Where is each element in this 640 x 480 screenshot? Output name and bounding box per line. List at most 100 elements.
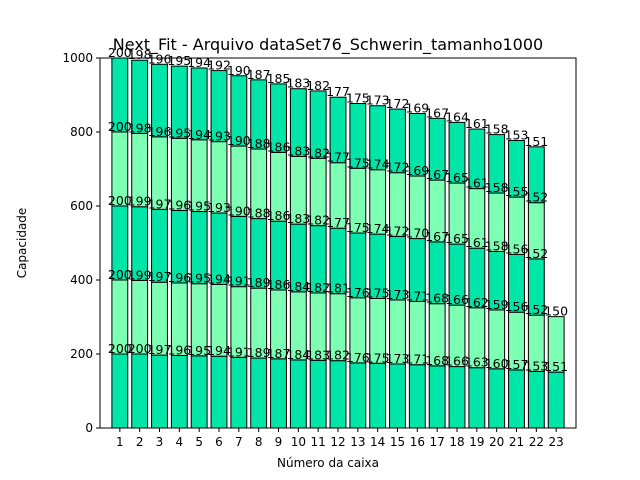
segment-label-box-9-5: 185: [267, 71, 291, 86]
y-axis: 0 200 400 600 800 1000: [62, 51, 100, 435]
segment-label-box-22-1: 153: [524, 358, 548, 373]
x-tick-label: 11: [311, 435, 326, 449]
segment-label-box-4-3: 196: [167, 197, 191, 212]
segment-label-box-1-2: 200: [108, 267, 132, 282]
bar-segment-box-6-1: [210, 355, 228, 429]
segment-label-box-6-2: 194: [207, 271, 231, 286]
segment-label-box-2-2: 199: [128, 267, 152, 282]
x-tick-label: 22: [529, 435, 544, 449]
segment-label-box-20-4: 158: [485, 180, 509, 195]
segment-label-box-11-3: 182: [306, 213, 330, 228]
segment-label-box-21-5: 153: [505, 128, 529, 143]
bar-segment-box-19-5: [468, 128, 486, 190]
segment-label-box-11-2: 182: [306, 280, 330, 295]
x-tick-label: 7: [235, 435, 243, 449]
bar-segment-box-5-5: [190, 67, 208, 141]
y-tick-label: 800: [70, 125, 93, 139]
x-axis: 1 2 3 4 5 6 7 8 9 10 11 12 13 14 15 16 17 18 19 20 21 22 23: [116, 428, 564, 449]
segment-label-box-3-5: 196: [148, 51, 172, 66]
bar-segment-box-13-5: [349, 103, 367, 169]
x-tick-label: 18: [449, 435, 464, 449]
segment-label-box-8-2: 189: [247, 275, 271, 290]
segment-label-box-10-3: 183: [286, 211, 310, 226]
segment-label-box-3-4: 196: [148, 124, 172, 139]
bar-segment-box-18-1: [448, 366, 466, 429]
bar-segment-box-23-2: [547, 316, 565, 373]
bar-segment-box-3-1: [151, 354, 168, 429]
segment-label-box-17-1: 168: [425, 353, 449, 368]
segment-label-box-14-5: 173: [366, 93, 390, 108]
segment-label-box-15-1: 173: [386, 351, 410, 366]
segment-label-box-13-5: 175: [346, 91, 370, 106]
segment-label-box-17-4: 167: [425, 167, 449, 182]
segment-label-box-5-3: 195: [187, 199, 211, 214]
bar-segment-box-20-5: [488, 134, 506, 194]
segment-label-box-9-2: 186: [267, 277, 291, 292]
segment-label-box-3-2: 197: [148, 269, 172, 284]
segment-label-box-7-5: 190: [227, 63, 251, 78]
bar-segment-box-22-5: [527, 146, 545, 204]
segment-label-box-21-3: 156: [505, 241, 529, 256]
segment-label-box-21-4: 155: [505, 184, 529, 199]
segment-label-box-1-4: 200: [108, 119, 132, 134]
bar-segment-box-7-5: [230, 75, 248, 147]
segment-label-box-23-2: 150: [544, 304, 568, 319]
segment-label-box-9-3: 186: [267, 208, 291, 223]
x-axis-label: Número da caixa: [277, 456, 379, 470]
segment-label-box-18-2: 166: [445, 292, 469, 307]
y-tick-label: 1000: [62, 51, 93, 65]
segment-label-box-7-1: 191: [227, 344, 251, 359]
segment-label-box-15-2: 173: [386, 287, 410, 302]
bar-segment-box-11-1: [309, 359, 327, 429]
segment-label-box-22-5: 151: [524, 134, 548, 149]
x-tick-label: 1: [116, 435, 124, 449]
segment-label-box-1-5: 200: [108, 45, 132, 60]
segment-label-box-8-3: 188: [247, 206, 271, 221]
y-axis-label: Capacidade: [15, 208, 29, 279]
segment-label-box-22-4: 152: [524, 190, 548, 205]
segment-label-box-20-3: 158: [485, 239, 509, 254]
bar-segment-box-21-5: [508, 140, 525, 198]
segment-label-box-13-4: 175: [346, 155, 370, 170]
segment-label-box-12-3: 177: [326, 215, 350, 230]
x-tick-label: 3: [156, 435, 164, 449]
bar-segment-box-4-5: [170, 65, 188, 139]
bar-segment-box-7-1: [230, 356, 248, 429]
bar-segment-box-23-1: [547, 371, 565, 429]
segment-label-box-16-3: 170: [405, 226, 429, 241]
segment-label-box-19-3: 161: [465, 235, 489, 250]
bar-segment-box-2-5: [131, 59, 149, 134]
segment-label-box-4-2: 196: [167, 270, 191, 285]
segment-label-box-15-4: 172: [386, 160, 410, 175]
x-tick-label: 21: [509, 435, 524, 449]
bar-segment-box-22-1: [527, 370, 545, 429]
segment-label-box-3-3: 197: [148, 196, 172, 211]
segment-label-box-5-1: 195: [187, 343, 211, 358]
segment-label-box-6-5: 192: [207, 58, 231, 73]
segment-label-box-9-1: 187: [267, 346, 291, 361]
segment-label-box-8-1: 189: [247, 345, 271, 360]
segment-label-box-18-5: 164: [445, 109, 469, 124]
segment-label-box-18-4: 165: [445, 170, 469, 185]
bar-segment-box-12-1: [329, 360, 347, 429]
bar-segment-box-10-5: [289, 88, 307, 157]
segment-label-box-8-5: 187: [247, 67, 271, 82]
segment-label-box-15-5: 172: [386, 96, 410, 111]
segment-label-box-17-5: 167: [425, 105, 449, 120]
x-tick-label: 8: [255, 435, 263, 449]
segment-label-box-5-2: 195: [187, 271, 211, 286]
segment-label-box-7-3: 190: [227, 203, 251, 218]
segment-label-box-18-3: 165: [445, 231, 469, 246]
segment-label-box-14-4: 174: [366, 157, 390, 172]
segment-label-box-22-3: 152: [524, 246, 548, 261]
segment-label-box-11-5: 182: [306, 78, 330, 93]
segment-label-box-12-2: 181: [326, 281, 350, 296]
segment-label-box-14-1: 175: [366, 350, 390, 365]
bar-segment-box-10-1: [289, 359, 307, 429]
segment-label-box-12-5: 177: [326, 84, 350, 99]
segment-label-box-19-5: 161: [465, 116, 489, 131]
segment-label-box-10-4: 183: [286, 143, 310, 158]
segment-label-box-10-5: 183: [286, 76, 310, 91]
segment-label-box-22-2: 152: [524, 302, 548, 317]
